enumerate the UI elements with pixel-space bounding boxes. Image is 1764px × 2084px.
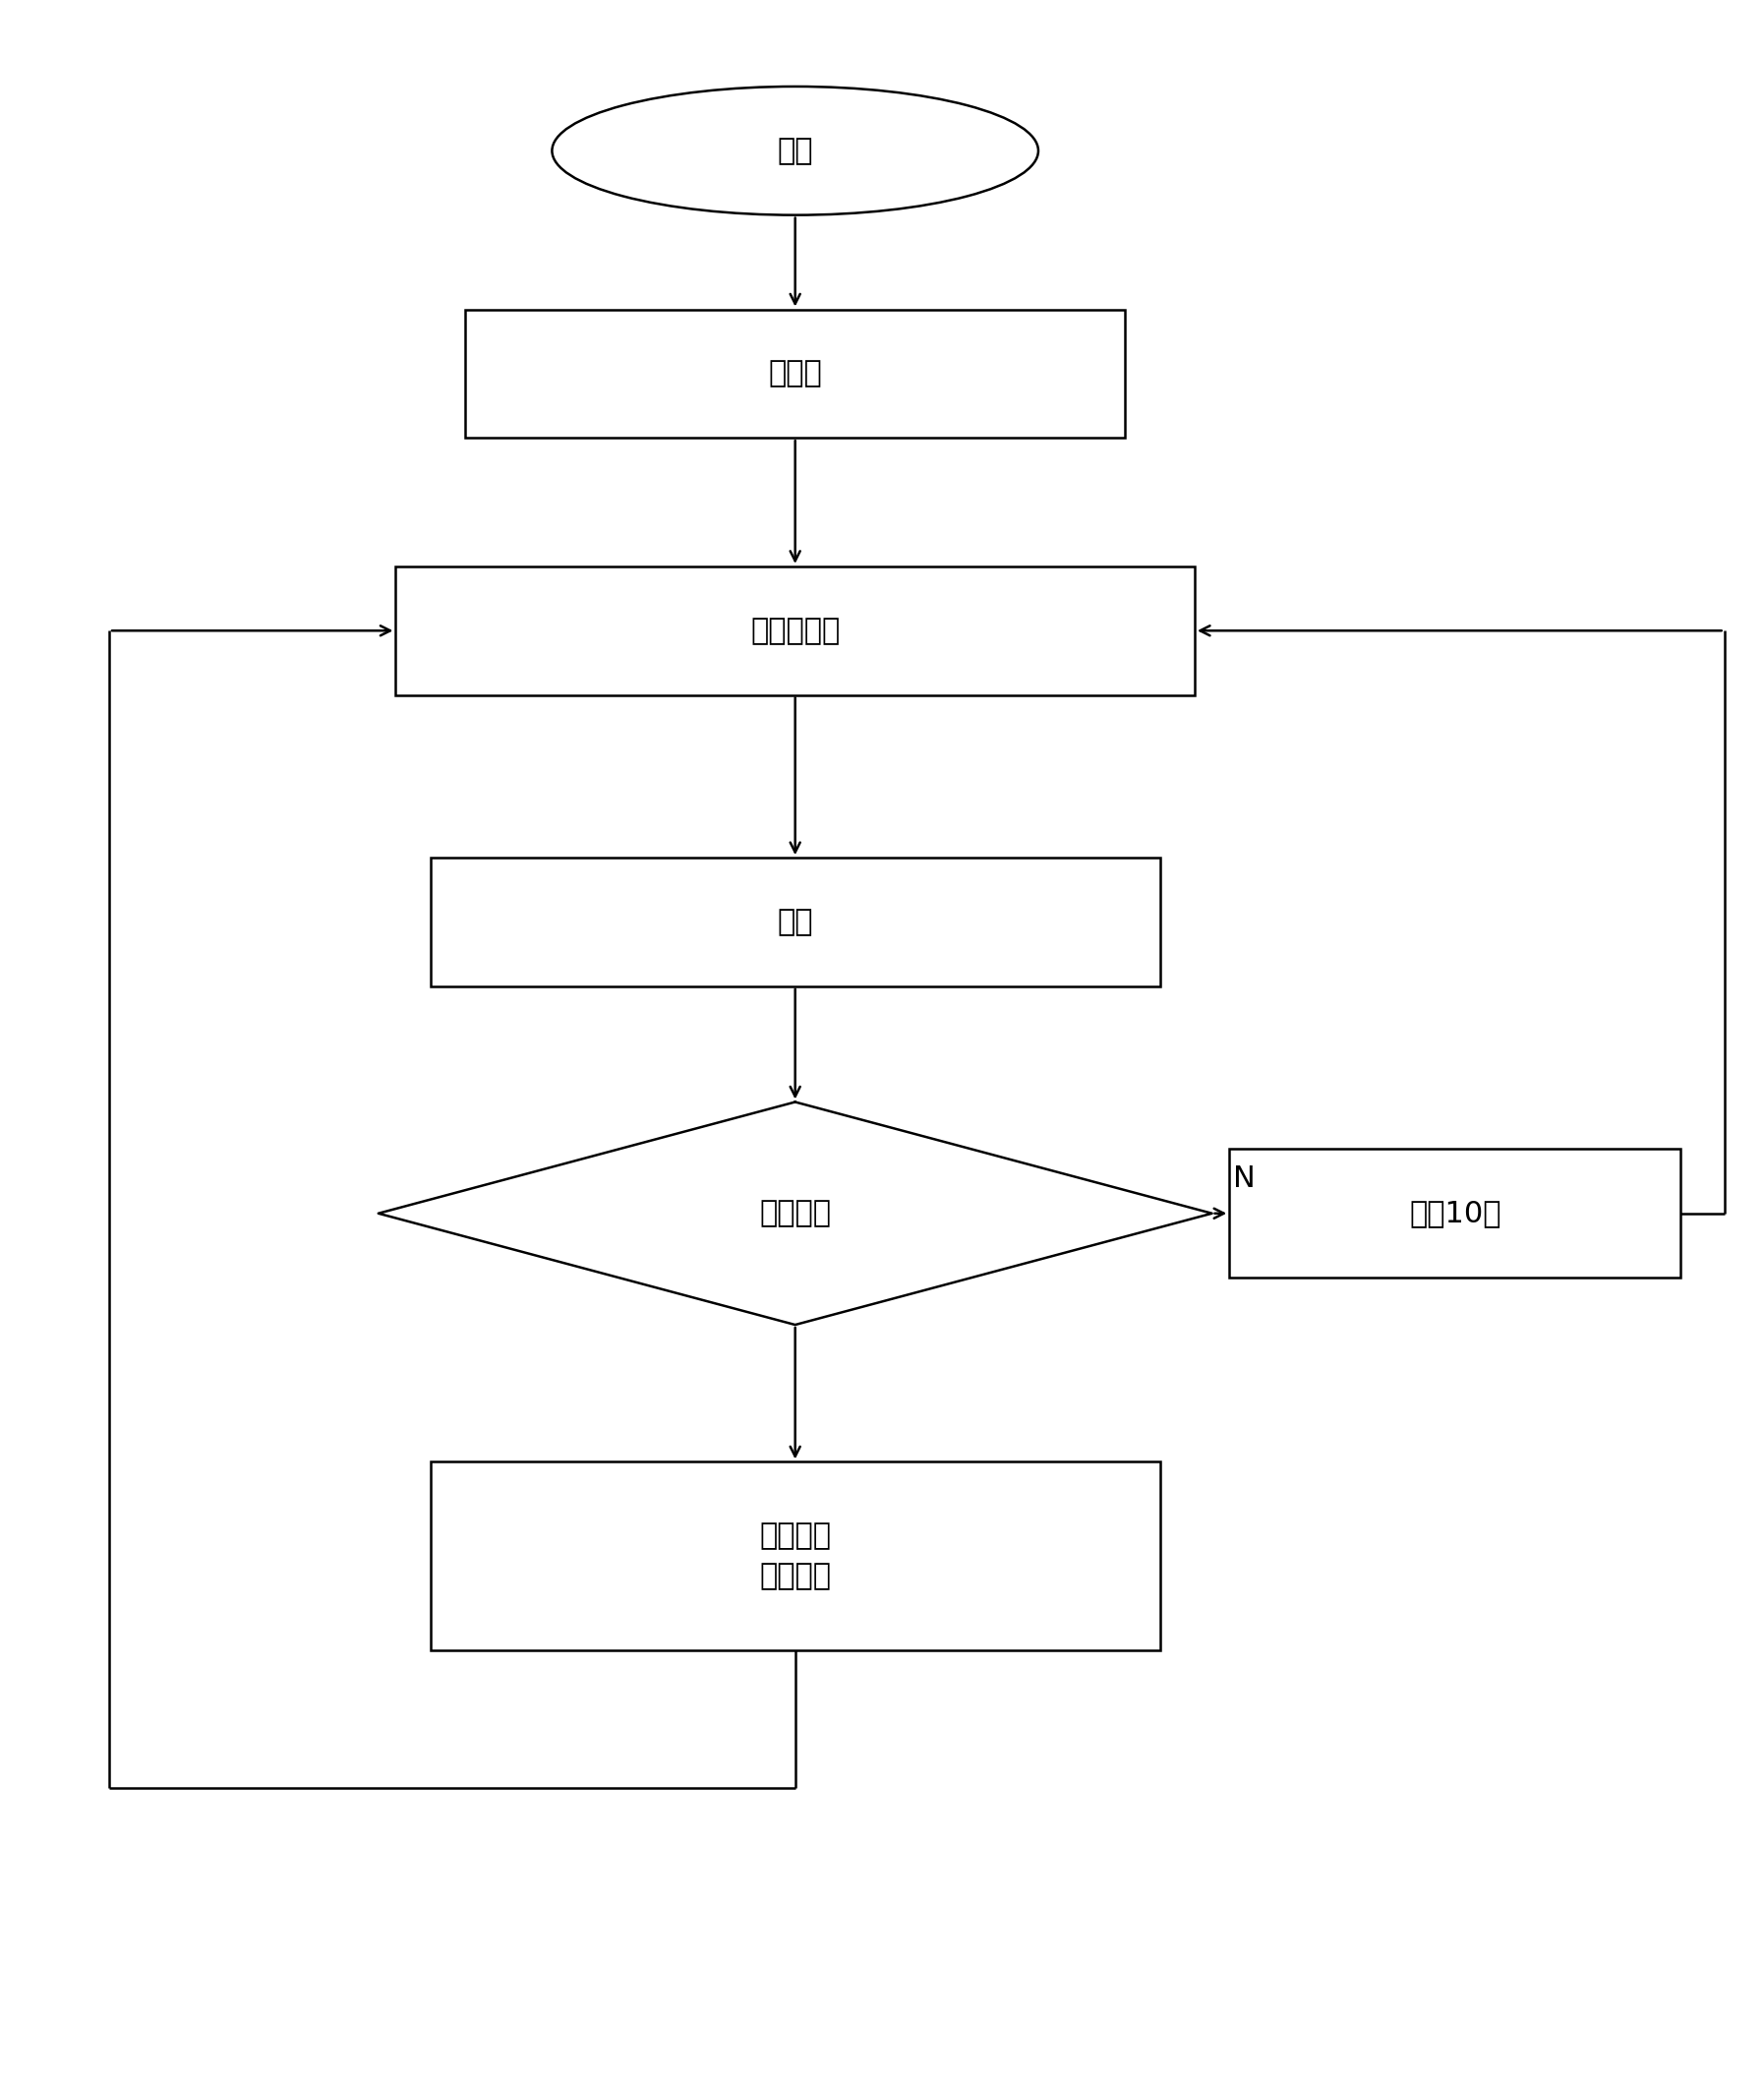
Bar — [430, 1461, 1161, 1651]
Bar — [1230, 1148, 1681, 1277]
Text: 有键按下: 有键按下 — [759, 1198, 831, 1227]
Text: 读终端状态: 读终端状态 — [750, 617, 840, 644]
Bar — [395, 567, 1194, 694]
Text: 延时10秒: 延时10秒 — [1409, 1198, 1501, 1227]
Text: 显示: 显示 — [778, 909, 813, 936]
Text: 初始化: 初始化 — [769, 358, 822, 388]
Text: 开始: 开始 — [778, 138, 813, 165]
Text: N: N — [1233, 1165, 1256, 1192]
Bar — [466, 308, 1125, 438]
Bar — [430, 859, 1161, 986]
Text: 根据按键
指令处理: 根据按键 指令处理 — [759, 1521, 831, 1590]
